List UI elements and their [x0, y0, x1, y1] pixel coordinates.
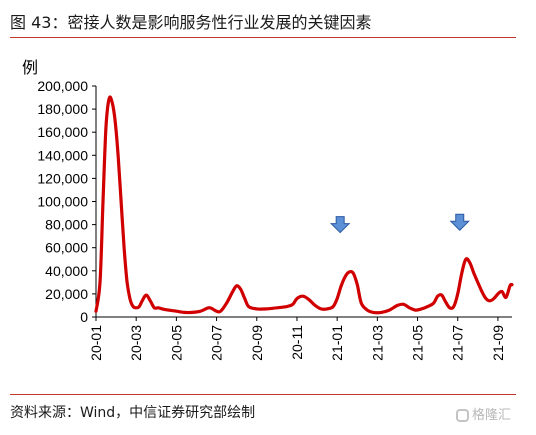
x-tick-label: 21-03	[369, 325, 385, 361]
y-tick-label: 40,000	[45, 263, 88, 279]
x-tick-label: 21-07	[450, 325, 466, 361]
y-tick-label: 160,000	[37, 124, 88, 140]
y-tick-label: 120,000	[37, 170, 88, 186]
chart-title: 图 43：密接人数是影响服务性行业发展的关键因素	[10, 13, 372, 32]
series-line	[94, 95, 514, 315]
line-chart: 0 20,000 40,000 60,000 80,000 100,000 120,000 1…	[22, 58, 514, 361]
x-axis: 20-01 20-03 20-05 20-07 20-09 20-11 21-01 21-03…	[88, 316, 512, 361]
watermark-text: 格隆汇	[472, 408, 512, 423]
y-tick-label: 180,000	[37, 101, 88, 117]
y-tick-label: 20,000	[45, 286, 88, 302]
x-tick-label: 20-07	[209, 325, 225, 361]
y-axis: 0 20,000 40,000 60,000 80,000 100,000 120,000 1…	[37, 78, 97, 325]
y-axis-label: 例	[22, 58, 38, 77]
x-tick-label: 21-05	[410, 325, 426, 361]
x-tick-label: 20-03	[128, 325, 144, 361]
watermark: 格隆汇	[456, 404, 511, 423]
down-arrow-icon	[329, 216, 351, 234]
y-tick-label: 100,000	[37, 194, 88, 210]
x-tick-label: 21-09	[490, 325, 506, 361]
source-divider	[10, 394, 516, 395]
y-tick-label: 0	[80, 309, 88, 325]
annotation-layer	[329, 213, 470, 234]
down-arrow-icon	[449, 213, 470, 231]
y-tick-label: 140,000	[37, 147, 88, 163]
x-tick-label: 20-05	[168, 325, 184, 361]
series-layer	[94, 95, 514, 315]
title-divider	[10, 37, 516, 38]
x-tick-label: 21-01	[329, 325, 345, 361]
y-tick-label: 60,000	[45, 240, 88, 256]
x-tick-label: 20-01	[88, 325, 104, 361]
x-tick-label: 20-11	[289, 325, 305, 360]
watermark-logo-icon	[456, 409, 469, 422]
x-tick-label: 20-09	[249, 325, 265, 361]
y-tick-label: 200,000	[37, 78, 88, 94]
source-note: 资料来源：Wind，中信证券研究部绘制	[10, 405, 256, 421]
y-tick-label: 80,000	[45, 217, 88, 233]
